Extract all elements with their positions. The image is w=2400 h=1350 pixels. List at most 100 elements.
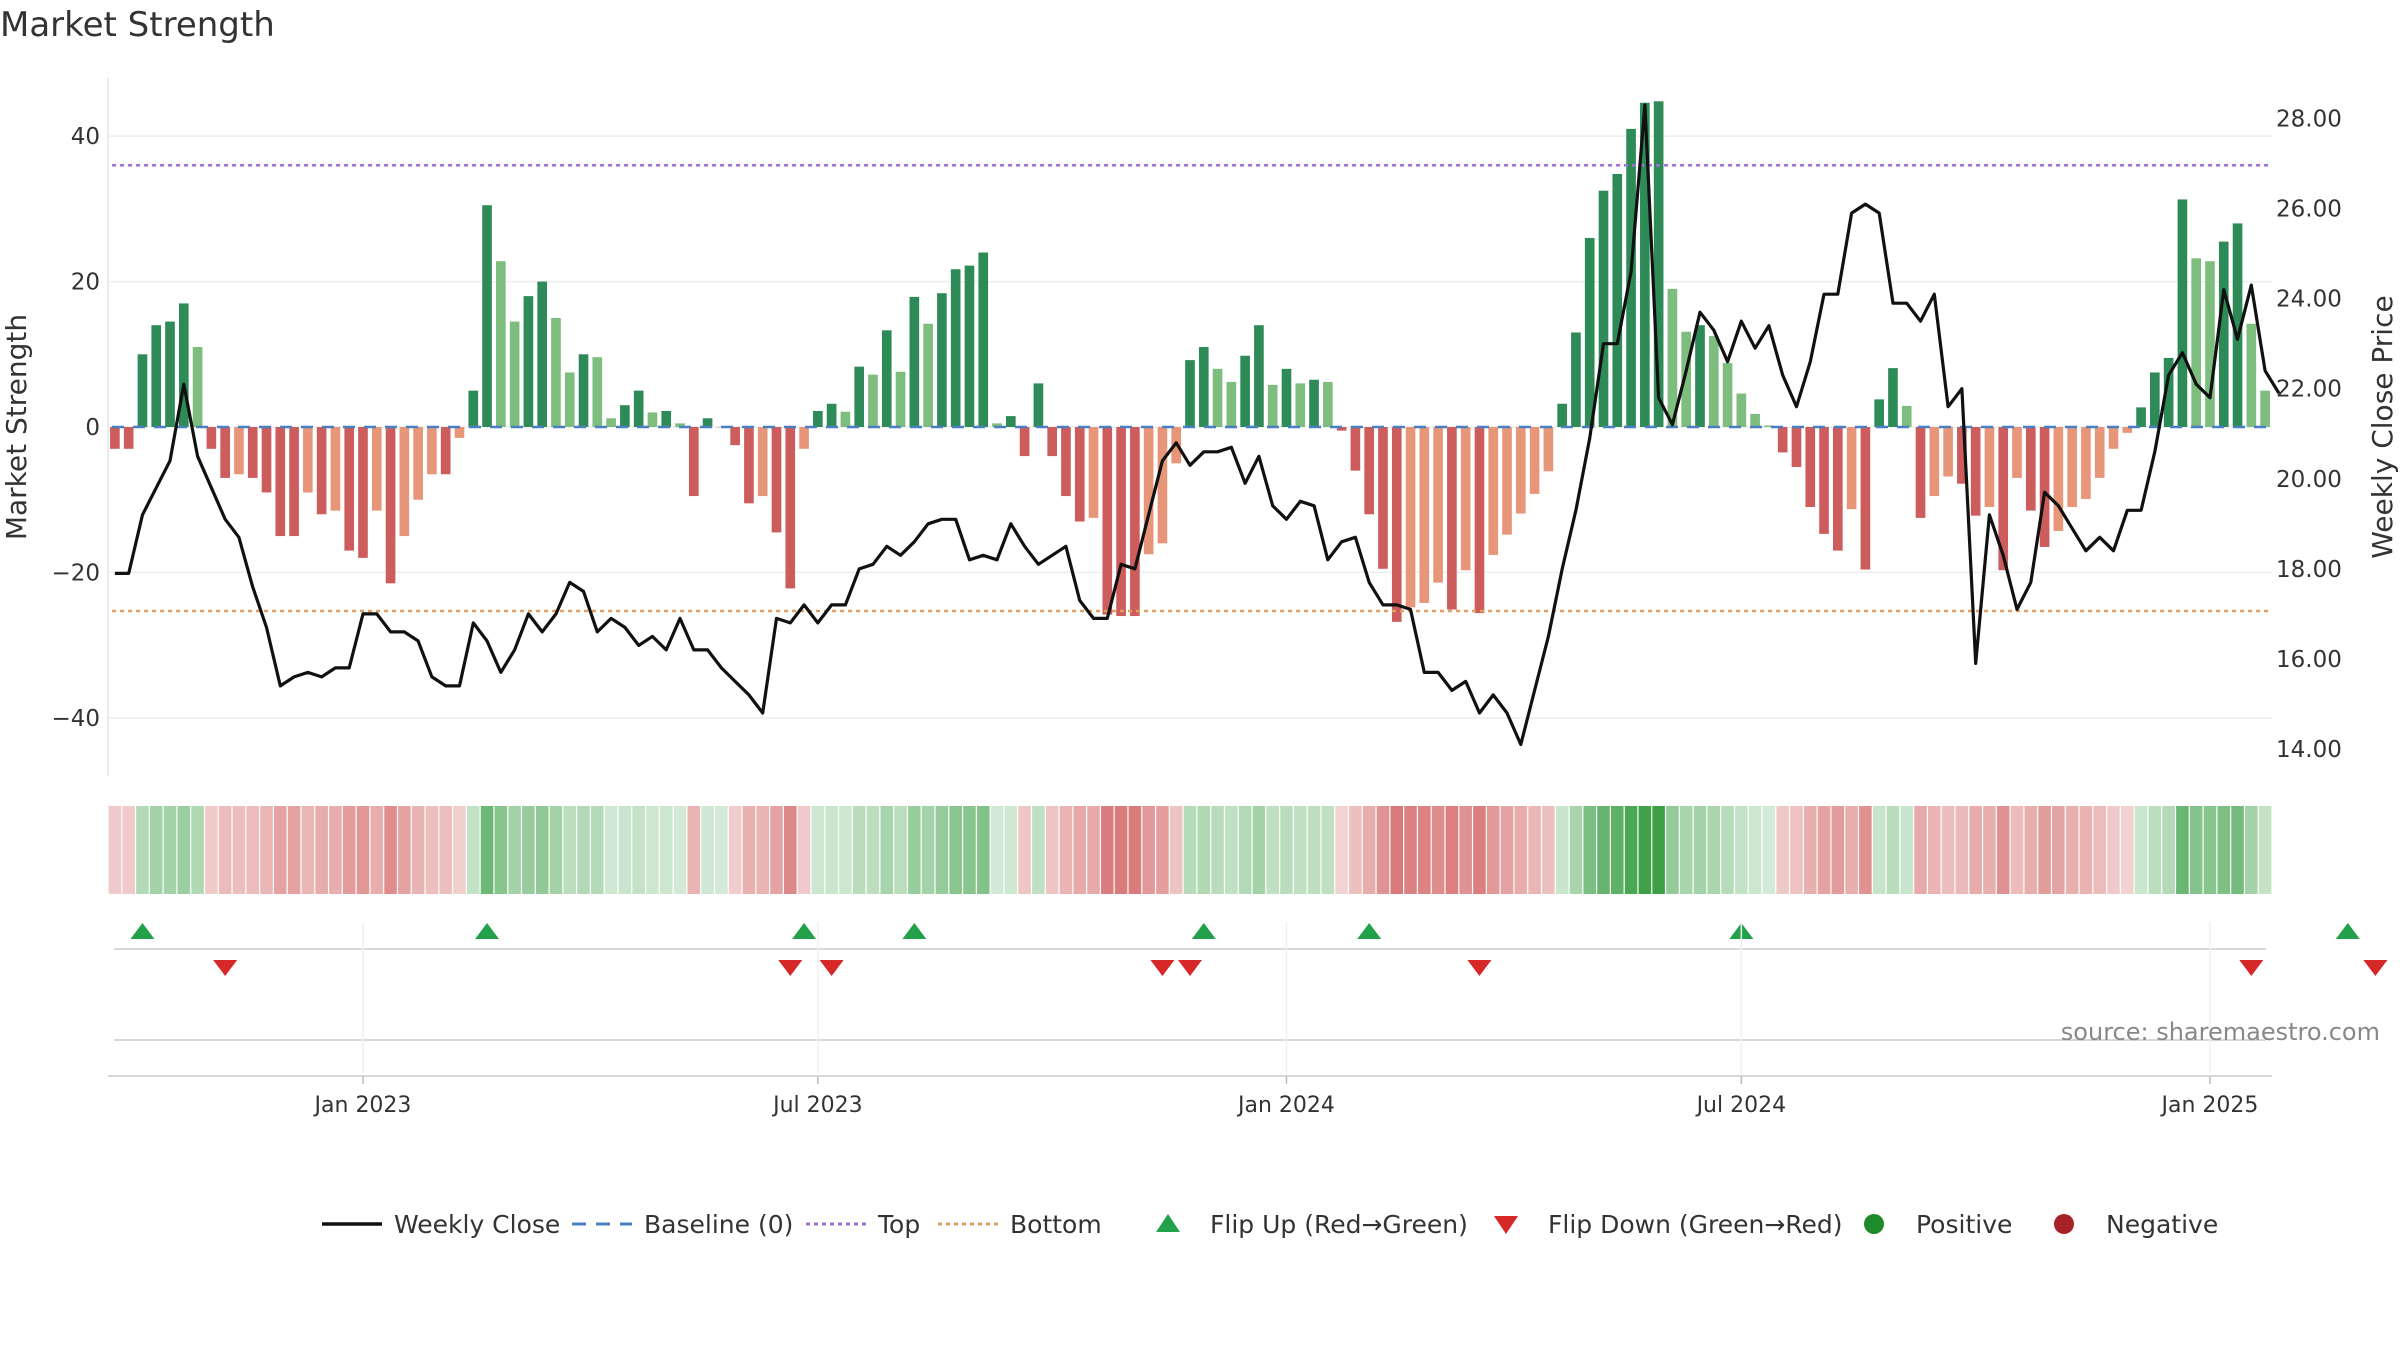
heat-cell	[1514, 806, 1528, 894]
heat-cell	[1735, 806, 1748, 894]
strength-bar	[1433, 427, 1443, 583]
strength-bar	[468, 390, 479, 427]
heat-cell	[1831, 806, 1845, 894]
heat-cell	[1955, 806, 1969, 894]
strength-bar	[1488, 427, 1499, 555]
heat-cell	[1803, 806, 1817, 894]
heat-cell	[894, 806, 907, 894]
heat-cell	[1142, 806, 1155, 894]
heat-cell	[246, 806, 260, 894]
heat-cell	[2189, 806, 2203, 894]
strength-bar	[1529, 427, 1540, 494]
heat-cell	[2107, 806, 2120, 894]
heat-cell	[1859, 806, 1872, 894]
strength-bar	[1502, 427, 1512, 535]
strength-bar	[1281, 368, 1292, 427]
heat-cell	[632, 806, 645, 894]
heat-cell	[2038, 806, 2051, 894]
strength-bar	[1984, 427, 1995, 507]
heat-cell	[2065, 806, 2079, 894]
strength-bar	[110, 427, 120, 449]
strength-bar	[537, 281, 548, 427]
heat-cell	[1211, 806, 1224, 894]
strength-bar	[2053, 427, 2064, 531]
strength-bar	[2067, 427, 2077, 507]
legend-swatch-neg	[2054, 1214, 2074, 1234]
strength-bar	[1033, 383, 1044, 427]
heat-cell	[1790, 806, 1803, 894]
heat-cell	[2010, 806, 2024, 894]
flip-up-marker	[475, 923, 500, 939]
strength-bar	[799, 427, 809, 449]
strength-bar	[1074, 427, 1085, 522]
heat-cell	[591, 806, 604, 894]
legend-label-bottom: Bottom	[1010, 1210, 1102, 1239]
heat-cell	[1983, 806, 1996, 894]
heat-cell	[1225, 806, 1238, 894]
strength-bar	[578, 354, 589, 427]
heat-cell	[1941, 806, 1955, 894]
strength-bar	[234, 427, 244, 475]
heat-cell	[839, 806, 852, 894]
strength-bar	[1405, 427, 1416, 608]
heat-cell	[549, 806, 563, 894]
strength-bar	[1598, 190, 1609, 427]
heat-cell	[2024, 806, 2038, 894]
strength-bar	[730, 427, 740, 446]
heat-cell	[1128, 806, 1142, 894]
legend-label-top: Top	[877, 1210, 920, 1239]
strength-bar	[1447, 427, 1457, 610]
strength-bar	[275, 427, 286, 537]
heat-cell	[1872, 806, 1886, 894]
strength-bar	[2136, 407, 2146, 427]
strength-bar	[427, 427, 437, 475]
heat-cell	[439, 806, 452, 894]
strength-bar	[881, 330, 892, 427]
heat-cell	[1679, 806, 1693, 894]
heat-cell	[315, 806, 328, 894]
heat-cell	[935, 806, 949, 894]
heat-cell	[715, 806, 728, 894]
heat-cell	[1500, 806, 1514, 894]
strength-bar	[1860, 427, 1871, 570]
strength-bar	[785, 427, 796, 589]
heat-cell	[1693, 806, 1707, 894]
strength-bar	[2218, 241, 2229, 427]
strength-bar	[909, 296, 920, 427]
strength-bar	[2012, 427, 2022, 478]
strength-bar	[1998, 427, 2009, 571]
heat-cell	[1762, 806, 1776, 894]
heat-cell	[1087, 806, 1100, 894]
heat-cell	[1707, 806, 1721, 894]
strength-bar	[2039, 427, 2050, 547]
strength-bar	[606, 418, 616, 427]
strength-bar	[551, 317, 561, 427]
strength-bar	[220, 427, 230, 478]
heat-cell	[880, 806, 894, 894]
strength-bar	[1005, 416, 1016, 427]
heat-cell	[2176, 806, 2189, 894]
heat-cell	[287, 806, 301, 894]
strength-bar	[950, 269, 961, 427]
y2-tick-label: 22.00	[2276, 377, 2342, 403]
strength-bar	[482, 205, 492, 427]
y-axis-label: Market Strength	[0, 314, 33, 540]
y-tick-label: 20	[71, 270, 100, 296]
flip-up-marker	[1357, 923, 1382, 939]
heat-cell	[921, 806, 935, 894]
heat-cell	[274, 806, 287, 894]
heat-cell	[687, 806, 701, 894]
strength-bar	[137, 354, 148, 427]
source-label: source: sharemaestro.com	[2061, 1018, 2380, 1046]
strength-bar	[964, 265, 975, 427]
heat-cell	[673, 806, 687, 894]
strength-bar	[1267, 384, 1278, 427]
heat-cell	[2079, 806, 2093, 894]
heat-cell	[1638, 806, 1652, 894]
strength-bar	[1047, 427, 1057, 457]
heat-cell	[1197, 806, 1211, 894]
heat-cell	[2231, 806, 2244, 894]
legend-swatch-pos	[1864, 1214, 1884, 1234]
heat-cell	[1597, 806, 1610, 894]
strength-bar	[813, 411, 823, 427]
